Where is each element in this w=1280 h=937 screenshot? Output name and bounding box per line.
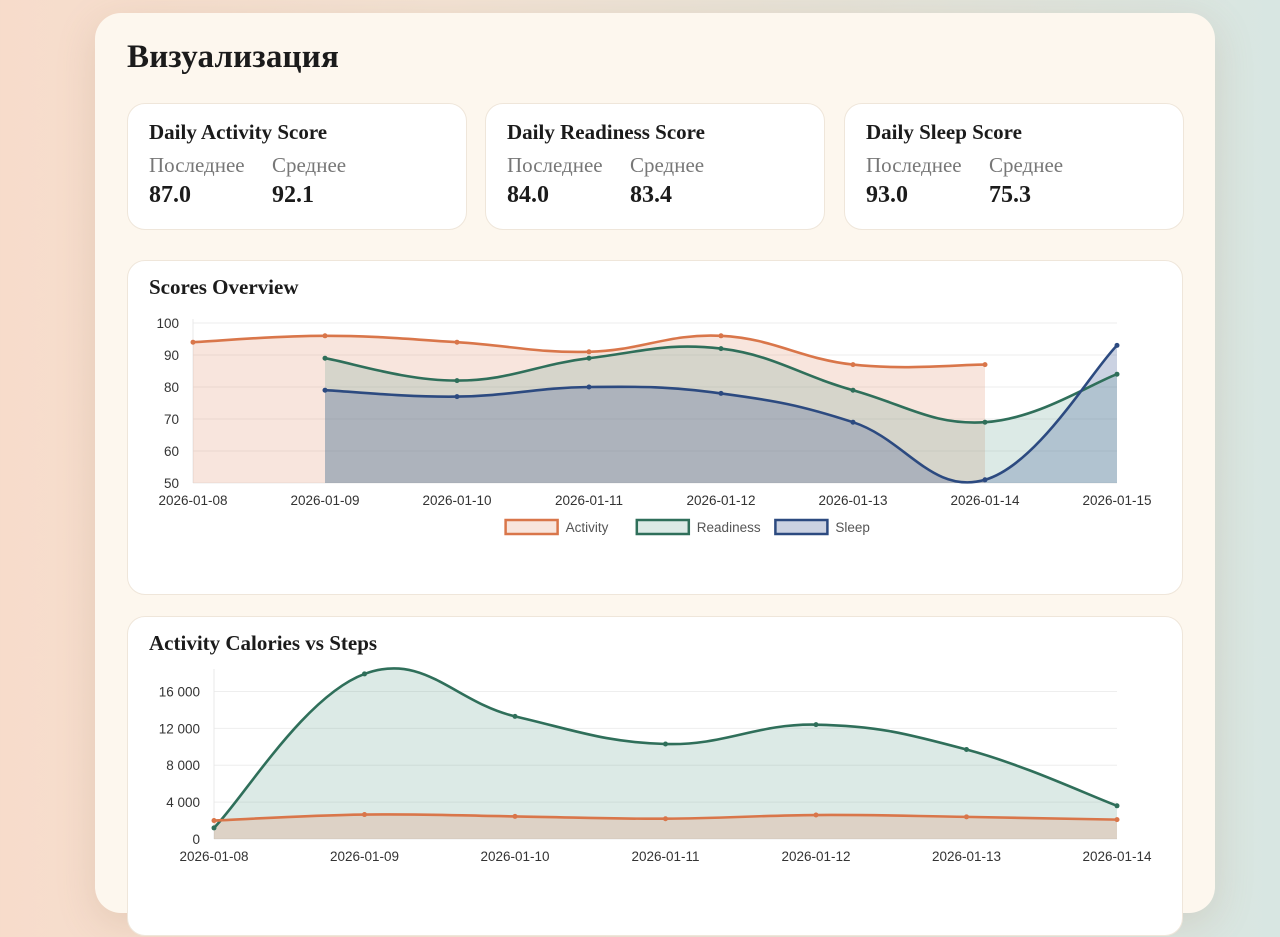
latest-value: 84.0: [507, 182, 549, 208]
stat-title: Daily Activity Score: [149, 120, 328, 144]
sleep-score-card: Daily Sleep Score Последнее 93.0 Среднее…: [844, 103, 1184, 230]
data-point: [454, 339, 460, 345]
data-point: [1114, 817, 1120, 823]
stat-title: Daily Sleep Score: [866, 120, 1022, 144]
data-point: [454, 394, 460, 400]
data-point: [850, 387, 856, 393]
y-tick-label: 4 000: [166, 795, 200, 810]
y-tick-label: 16 000: [159, 684, 200, 699]
series-area: [325, 345, 1117, 483]
legend-swatch: [504, 518, 559, 536]
data-point: [512, 713, 518, 719]
x-tick-label: 2026-01-11: [631, 849, 699, 864]
scores-overview-chart: 50 60 70 80 90 100 2026-01-08 2026-01-09 2026-01…: [156, 316, 1152, 536]
x-tick-label: 2026-01-08: [179, 849, 248, 864]
y-tick-label: 60: [164, 444, 179, 459]
data-point: [322, 387, 328, 393]
latest-value: 93.0: [866, 182, 908, 208]
data-point: [718, 346, 724, 352]
readiness-score-card: Daily Readiness Score Последнее 84.0 Сре…: [485, 103, 825, 230]
data-point: [362, 812, 367, 818]
data-point: [190, 339, 196, 345]
average-value: 92.1: [272, 182, 314, 208]
data-point: [211, 825, 217, 831]
average-value: 83.4: [630, 182, 672, 208]
page-title: Визуализация: [127, 39, 340, 75]
y-tick-label: 50: [164, 476, 179, 491]
y-tick-label: 100: [156, 316, 179, 331]
data-point: [813, 722, 819, 728]
data-point: [322, 333, 328, 339]
y-tick-label: 0: [192, 832, 200, 847]
average-label: Среднее: [272, 153, 347, 177]
legend-label: Readiness: [697, 520, 761, 535]
x-tick-label: 2026-01-15: [1082, 493, 1151, 508]
data-point: [982, 477, 988, 483]
chart-title: Scores Overview: [149, 275, 299, 299]
latest-value: 87.0: [149, 182, 191, 208]
series-area: [325, 346, 1117, 483]
x-tick-label: 2026-01-08: [158, 493, 227, 508]
y-tick-label: 12 000: [159, 721, 200, 736]
x-tick-label: 2026-01-09: [290, 493, 359, 508]
y-tick-label: 70: [164, 412, 179, 427]
x-tick-label: 2026-01-10: [480, 849, 549, 864]
data-point: [1114, 342, 1120, 348]
data-point: [964, 814, 969, 820]
data-point: [1114, 803, 1120, 809]
y-tick-label: 8 000: [166, 758, 200, 773]
legend-label: Activity: [566, 520, 609, 535]
latest-label: Последнее: [866, 153, 962, 177]
data-point: [982, 419, 988, 425]
calories-steps-chart: 0 4 000 8 000 12 000 16 000 2026-01-08 2026-01…: [159, 667, 1152, 864]
series-area: [214, 668, 1117, 839]
data-point: [586, 349, 592, 355]
data-point: [512, 813, 518, 819]
data-point: [322, 355, 328, 361]
data-point: [586, 384, 592, 390]
data-point: [718, 333, 724, 339]
data-point: [718, 390, 724, 396]
calories-steps-card: Activity Calories vs Steps 0 4 000 8 000 12…: [127, 616, 1183, 936]
x-tick-label: 2026-01-14: [1082, 849, 1152, 864]
data-point: [586, 355, 592, 361]
legend-swatch: [635, 518, 691, 536]
average-label: Среднее: [989, 153, 1064, 177]
activity-score-card: Daily Activity Score Последнее 87.0 Сред…: [127, 103, 467, 230]
data-point: [964, 747, 969, 753]
x-tick-label: 2026-01-11: [555, 493, 623, 508]
data-point: [663, 741, 668, 747]
average-label: Среднее: [630, 153, 705, 177]
chart-title: Activity Calories vs Steps: [149, 631, 378, 655]
data-point: [850, 419, 856, 425]
main-panel: Визуализация Daily Activity Score Послед…: [95, 13, 1215, 936]
legend-swatch: [774, 518, 829, 536]
x-tick-label: 2026-01-13: [932, 849, 1001, 864]
series-area: [214, 814, 1117, 839]
y-tick-label: 90: [164, 348, 179, 363]
data-point: [850, 362, 856, 368]
average-value: 75.3: [989, 182, 1031, 208]
legend-label: Sleep: [835, 520, 870, 535]
x-tick-label: 2026-01-14: [950, 493, 1020, 508]
x-tick-label: 2026-01-12: [781, 849, 850, 864]
data-point: [663, 816, 668, 822]
x-tick-label: 2026-01-12: [686, 493, 755, 508]
data-point: [211, 818, 217, 824]
scores-overview-card: Scores Overview 50 60 70 80 90 100 2026-01-08 2…: [127, 260, 1183, 595]
x-tick-label: 2026-01-09: [330, 849, 399, 864]
data-point: [454, 378, 460, 384]
latest-label: Последнее: [149, 153, 245, 177]
x-tick-label: 2026-01-13: [818, 493, 887, 508]
data-point: [982, 362, 988, 368]
latest-label: Последнее: [507, 153, 603, 177]
y-tick-label: 80: [164, 380, 179, 395]
data-point: [813, 812, 819, 818]
stat-title: Daily Readiness Score: [507, 120, 705, 144]
data-point: [1114, 371, 1120, 377]
data-point: [362, 671, 367, 677]
x-tick-label: 2026-01-10: [422, 493, 491, 508]
